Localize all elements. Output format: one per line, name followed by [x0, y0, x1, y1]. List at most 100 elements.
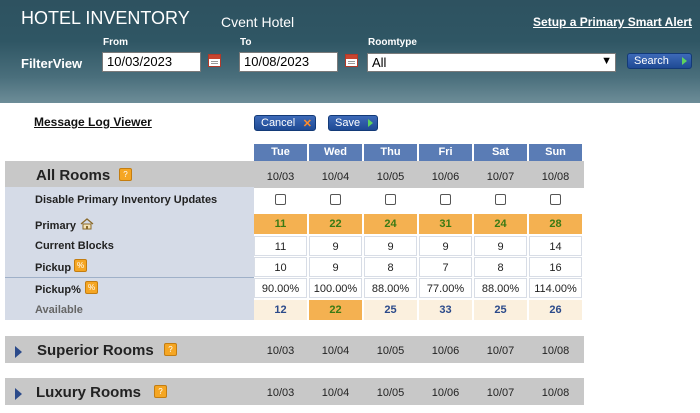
current-blocks-cell: 14 [529, 236, 582, 256]
primary-cell[interactable]: 24 [474, 214, 527, 234]
pickup-cell: 10 [254, 257, 307, 277]
info-icon[interactable]: ? [119, 168, 132, 181]
search-button-label: Search [634, 55, 669, 67]
day-header: Tue [254, 144, 307, 161]
to-label: To [240, 37, 252, 48]
luxury-rooms-title: Luxury Rooms [36, 384, 142, 401]
to-date-input[interactable]: 10/08/2023 [239, 52, 338, 72]
date-label: 10/05 [376, 387, 405, 399]
available-label: Available [35, 304, 83, 316]
from-calendar-icon[interactable] [208, 54, 221, 67]
all-rooms-header-bar [5, 161, 584, 188]
save-button-label: Save [335, 117, 361, 129]
date-label: 10/05 [376, 171, 405, 183]
roomtype-selected-value: All [372, 55, 387, 70]
day-header: Sun [529, 144, 582, 161]
pickup-percent-cell: 88.00% [474, 278, 527, 298]
date-label: 10/06 [431, 171, 460, 183]
setup-primary-smart-alert-link[interactable]: Setup a Primary Smart Alert [533, 15, 692, 29]
primary-cell[interactable]: 22 [309, 214, 362, 234]
available-cell: 33 [419, 300, 472, 320]
primary-label: Primary [35, 220, 76, 232]
available-cell: 12 [254, 300, 307, 320]
date-label: 10/07 [486, 345, 515, 357]
divider [5, 277, 254, 278]
superior-rooms-title: Superior Rooms [37, 342, 154, 359]
date-label: 10/03 [266, 345, 295, 357]
date-label: 10/06 [431, 387, 460, 399]
current-blocks-cell: 11 [254, 236, 307, 256]
disable-update-checkbox[interactable] [495, 194, 506, 205]
close-icon: ✕ [302, 118, 312, 130]
cancel-button-label: Cancel [261, 117, 296, 129]
expand-icon[interactable] [15, 346, 22, 358]
row-labels-panel [5, 187, 254, 320]
pickup-cell: 7 [419, 257, 472, 277]
primary-cell[interactable]: 11 [254, 214, 307, 234]
pickup-percent-cell: 88.00% [364, 278, 417, 298]
filterview-label: FilterView [21, 56, 83, 71]
percent-icon[interactable]: % [74, 259, 87, 272]
from-date-input[interactable]: 10/03/2023 [102, 52, 201, 72]
pickup-percent-cell: 100.00% [309, 278, 362, 298]
luxury-rooms-header-bar[interactable] [5, 378, 584, 405]
pickup-cell: 9 [309, 257, 362, 277]
date-label: 10/08 [541, 387, 570, 399]
header-bar: HOTEL INVENTORY Cvent Hotel Setup a Prim… [0, 0, 700, 103]
pickup-percent-label: Pickup% [35, 284, 81, 296]
day-header: Sat [474, 144, 527, 161]
save-button[interactable]: Save [328, 115, 378, 131]
disable-update-checkbox[interactable] [440, 194, 451, 205]
pickup-percent-cell: 77.00% [419, 278, 472, 298]
date-label: 10/03 [266, 171, 295, 183]
percent-icon[interactable]: % [85, 281, 98, 294]
primary-cell[interactable]: 31 [419, 214, 472, 234]
cancel-button[interactable]: Cancel ✕ [254, 115, 316, 131]
info-icon[interactable]: ? [154, 385, 167, 398]
date-label: 10/08 [541, 345, 570, 357]
date-label: 10/06 [431, 345, 460, 357]
expand-icon[interactable] [15, 388, 22, 400]
to-calendar-icon[interactable] [345, 54, 358, 67]
date-label: 10/08 [541, 171, 570, 183]
disable-update-checkbox[interactable] [385, 194, 396, 205]
available-cell: 25 [474, 300, 527, 320]
date-label: 10/05 [376, 345, 405, 357]
message-log-viewer-link[interactable]: Message Log Viewer [34, 115, 152, 129]
from-label: From [103, 37, 128, 48]
pickup-percent-cell: 114.00% [529, 278, 582, 298]
all-rooms-title: All Rooms [36, 167, 111, 184]
info-icon[interactable]: ? [164, 343, 177, 356]
available-cell: 26 [529, 300, 582, 320]
current-blocks-cell: 9 [419, 236, 472, 256]
hotel-name: Cvent Hotel [221, 14, 295, 30]
disable-update-checkbox[interactable] [330, 194, 341, 205]
day-header: Thu [364, 144, 417, 161]
page-title: HOTEL INVENTORY [21, 8, 190, 28]
day-header: Fri [419, 144, 472, 161]
pickup-percent-cell: 90.00% [254, 278, 307, 298]
search-button[interactable]: Search [627, 53, 692, 69]
arrow-right-icon [368, 119, 373, 127]
current-blocks-label: Current Blocks [35, 240, 114, 252]
available-cell: 22 [309, 300, 362, 320]
disable-updates-label: Disable Primary Inventory Updates [35, 194, 218, 206]
day-header: Wed [309, 144, 362, 161]
date-label: 10/07 [486, 171, 515, 183]
primary-cell[interactable]: 28 [529, 214, 582, 234]
current-blocks-cell: 9 [364, 236, 417, 256]
roomtype-select[interactable]: All ▼ [367, 53, 616, 72]
pickup-cell: 8 [474, 257, 527, 277]
superior-rooms-header-bar[interactable] [5, 336, 584, 363]
roomtype-label: Roomtype [368, 37, 417, 48]
pickup-label: Pickup [35, 262, 72, 274]
date-label: 10/04 [321, 171, 350, 183]
available-cell: 25 [364, 300, 417, 320]
date-label: 10/04 [321, 345, 350, 357]
primary-cell[interactable]: 24 [364, 214, 417, 234]
arrow-right-icon [682, 57, 687, 65]
date-label: 10/07 [486, 387, 515, 399]
current-blocks-cell: 9 [309, 236, 362, 256]
disable-update-checkbox[interactable] [550, 194, 561, 205]
disable-update-checkbox[interactable] [275, 194, 286, 205]
